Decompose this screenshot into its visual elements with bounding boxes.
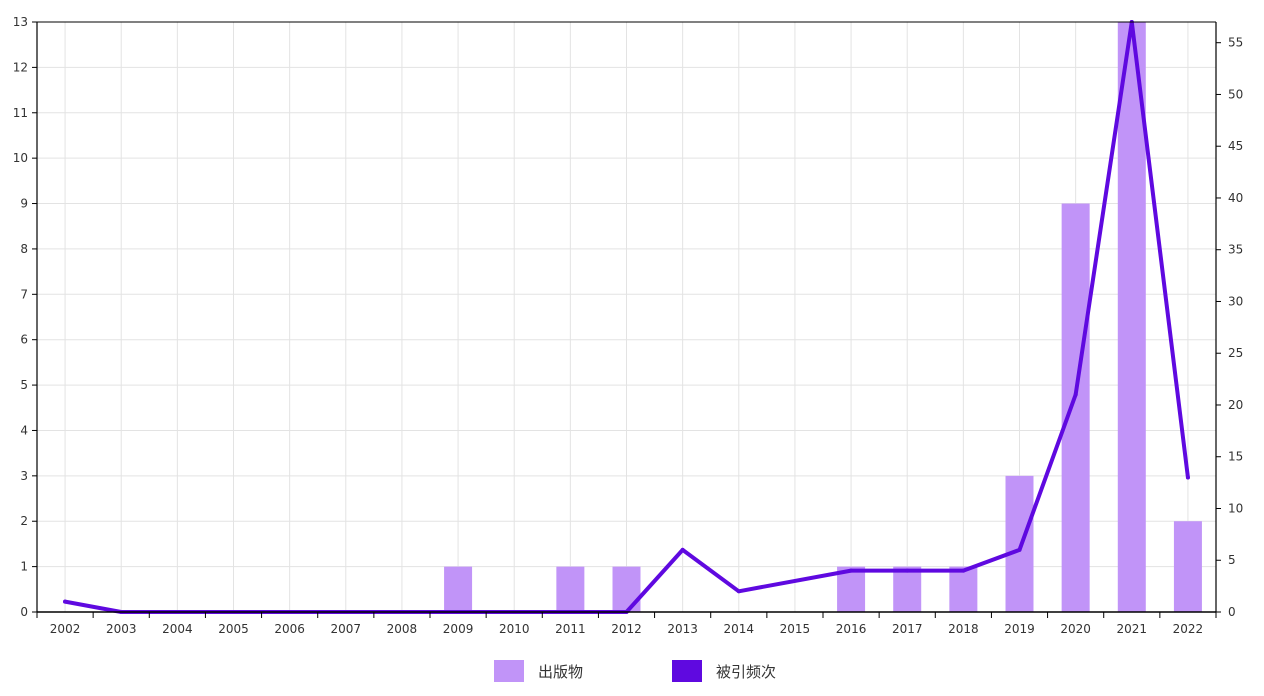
bar-2017 [893,566,922,612]
line-point-2013 [680,547,685,552]
x-tick-label-2018: 2018 [948,622,979,636]
right-tick-label-15: 15 [1228,450,1243,464]
line-point-2002 [63,599,68,604]
right-tick-label-30: 30 [1228,294,1243,308]
left-tick-label-0: 0 [20,605,28,619]
left-tick-label-7: 7 [20,287,28,301]
x-tick-label-2022: 2022 [1173,622,1204,636]
x-tick-label-2004: 2004 [162,622,193,636]
x-tick-label-2021: 2021 [1117,622,1148,636]
x-tick-label-2016: 2016 [836,622,867,636]
left-tick-label-10: 10 [13,151,28,165]
bar-2012 [612,566,641,612]
x-tick-label-2020: 2020 [1060,622,1091,636]
x-axis-ticks: 2002 2003 2004 2005 2006 2007 2008 2009 2010 2011… [36,612,1217,636]
right-tick-label-25: 25 [1228,346,1243,360]
legend-label-citations: 被引频次 [716,662,777,681]
right-tick-label-0: 0 [1228,605,1236,619]
x-tick-label-2007: 2007 [331,622,362,636]
x-tick-label-2003: 2003 [106,622,137,636]
left-tick-label-11: 11 [13,106,28,120]
right-tick-label-10: 10 [1228,501,1243,515]
left-tick-label-9: 9 [20,197,28,211]
bar-2019 [1005,475,1034,612]
x-tick-label-2014: 2014 [724,622,755,636]
line-point-2014 [736,589,741,594]
line-point-2016 [849,568,854,573]
legend-item-citations[interactable]: 被引频次 [672,660,776,682]
left-tick-label-13: 13 [13,15,28,29]
left-tick-label-6: 6 [20,333,28,347]
legend: 出版物 被引频次 [0,660,1264,688]
line-point-2020 [1073,392,1078,397]
right-tick-label-50: 50 [1228,87,1243,101]
left-tick-label-3: 3 [20,469,28,483]
line-point-2019 [1017,547,1022,552]
x-tick-label-2008: 2008 [387,622,418,636]
x-tick-label-2011: 2011 [555,622,586,636]
legend-item-publications[interactable]: 出版物 [494,660,583,682]
x-tick-label-2019: 2019 [1004,622,1035,636]
line-point-2022 [1185,475,1190,480]
bar-2011 [556,566,585,612]
bars [444,22,1202,613]
left-tick-label-5: 5 [20,378,28,392]
legend-swatch-publications [494,660,524,682]
bar-2020 [1061,203,1090,613]
bar-2022 [1173,521,1202,612]
left-tick-label-12: 12 [13,60,28,74]
right-tick-label-35: 35 [1228,243,1243,257]
right-tick-label-45: 45 [1228,139,1243,153]
right-axis-ticks: 0 5 10 15 20 25 30 35 40 45 50 55 [1216,36,1243,619]
legend-swatch-citations [672,660,702,682]
line-point-2017 [905,568,910,573]
axes [36,21,1217,613]
bar-2021 [1117,22,1146,612]
right-tick-label-40: 40 [1228,191,1243,205]
x-tick-label-2009: 2009 [443,622,474,636]
legend-label-publications: 出版物 [538,662,584,681]
x-tick-label-2002: 2002 [50,622,81,636]
grid [37,21,1216,613]
x-tick-label-2010: 2010 [499,622,530,636]
x-tick-label-2012: 2012 [611,622,642,636]
x-tick-label-2017: 2017 [892,622,923,636]
bar-2009 [444,566,473,612]
x-tick-label-2015: 2015 [780,622,811,636]
x-tick-label-2013: 2013 [667,622,698,636]
right-tick-label-20: 20 [1228,398,1243,412]
bar-2018 [949,566,978,612]
x-tick-label-2005: 2005 [218,622,249,636]
line-point-2018 [961,568,966,573]
left-tick-label-2: 2 [20,514,28,528]
right-tick-label-55: 55 [1228,36,1243,50]
right-tick-label-5: 5 [1228,553,1236,567]
left-tick-label-4: 4 [20,423,28,437]
left-tick-label-1: 1 [20,560,28,574]
chart: 2002 2003 2004 2005 2006 2007 2008 2009 2010 2011… [13,15,1244,636]
left-tick-label-8: 8 [20,242,28,256]
x-tick-label-2006: 2006 [274,622,305,636]
